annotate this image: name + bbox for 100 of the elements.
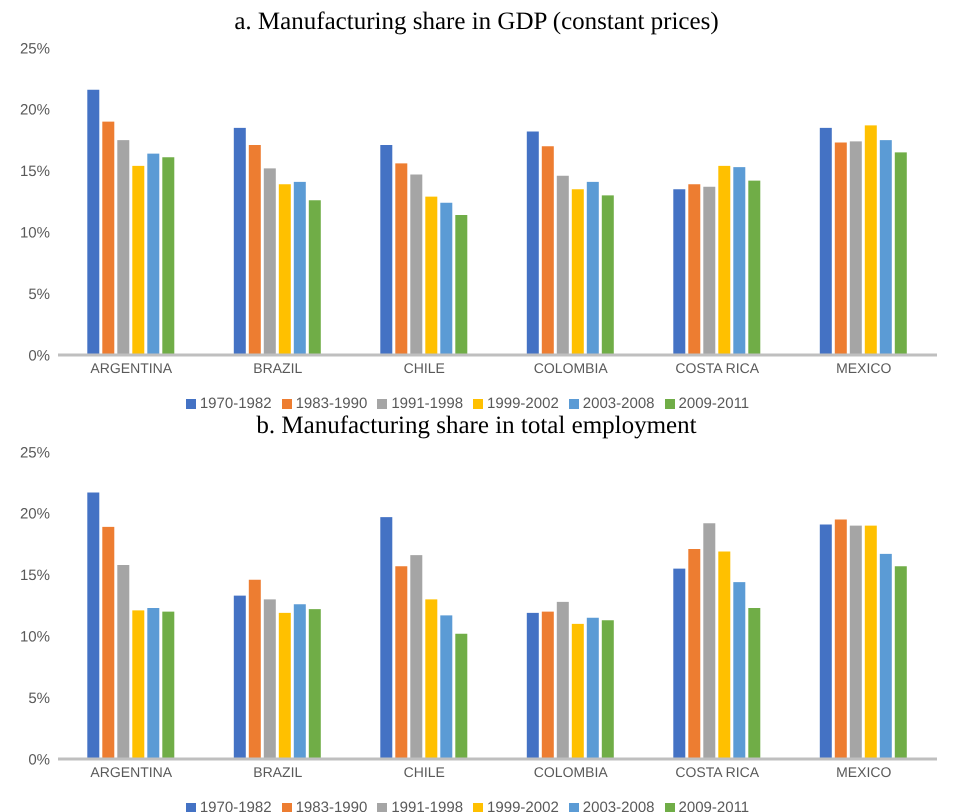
bar	[395, 566, 408, 759]
y-tick-label: 25%	[20, 40, 50, 58]
bar	[162, 612, 174, 759]
y-tick-label: 20%	[20, 102, 50, 119]
bar	[572, 189, 584, 355]
bar	[117, 140, 130, 355]
bar	[820, 524, 832, 759]
bar	[864, 125, 877, 355]
legend-label: 2009-2011	[678, 395, 750, 412]
x-tick-label: CHILE	[404, 360, 445, 376]
x-tick-label: COLOMBIA	[534, 360, 608, 376]
bar	[703, 186, 716, 355]
bar	[294, 182, 306, 355]
bar	[688, 549, 700, 759]
bar	[162, 157, 174, 355]
legend-label: 1991-1998	[391, 395, 464, 412]
x-tick-label: BRAZIL	[253, 764, 302, 780]
bar	[718, 166, 730, 355]
bar	[278, 612, 291, 759]
bar	[455, 634, 468, 759]
y-tick-label: 5%	[28, 286, 50, 303]
bar	[410, 174, 422, 355]
bar	[234, 128, 246, 355]
bar	[542, 612, 554, 759]
bar	[132, 610, 144, 759]
x-tick-label: CHILE	[404, 764, 445, 780]
y-tick-label: 25%	[20, 444, 50, 462]
x-tick-label: COSTA RICA	[675, 764, 760, 780]
bar	[673, 568, 686, 759]
y-tick-label: 0%	[28, 751, 50, 768]
y-tick-label: 5%	[28, 690, 50, 707]
legend-label: 2009-2011	[678, 799, 750, 812]
x-tick-label: MEXICO	[836, 764, 892, 780]
legend-label: 2003-2008	[582, 395, 655, 412]
bar	[87, 492, 100, 759]
bar	[440, 202, 452, 355]
x-tick-label: BRAZIL	[253, 360, 302, 376]
bar	[234, 596, 246, 759]
bar	[748, 608, 760, 759]
bar	[410, 555, 422, 759]
bar	[894, 152, 907, 355]
y-tick-label: 15%	[20, 163, 50, 180]
y-tick-label: 20%	[20, 506, 50, 523]
bar	[380, 145, 392, 355]
bar	[248, 580, 261, 759]
bar	[820, 128, 832, 355]
bar	[425, 599, 438, 759]
bar	[425, 196, 438, 355]
bar	[248, 145, 261, 355]
bar	[440, 615, 452, 759]
bar	[834, 142, 847, 355]
legend-label: 2003-2008	[582, 799, 655, 812]
x-tick-label: COSTA RICA	[675, 360, 760, 376]
bar	[102, 122, 114, 355]
bar	[264, 599, 276, 759]
bar	[380, 517, 392, 759]
bar	[718, 551, 730, 759]
bar	[602, 620, 614, 759]
bar	[455, 215, 468, 355]
bar	[673, 189, 686, 355]
x-tick-label: ARGENTINA	[90, 360, 173, 376]
y-tick-label: 0%	[28, 347, 50, 364]
bar	[102, 526, 114, 759]
bar	[864, 526, 877, 759]
x-tick-label: COLOMBIA	[534, 764, 608, 780]
bar	[733, 582, 746, 759]
legend-label: 1970-1982	[200, 799, 272, 812]
bar	[147, 154, 160, 355]
bar	[117, 564, 130, 759]
bar	[147, 608, 160, 759]
bar	[278, 184, 291, 355]
bar	[733, 167, 746, 355]
y-tick-label: 10%	[20, 224, 50, 242]
bar	[894, 566, 907, 759]
bar	[395, 163, 408, 355]
bar	[308, 200, 321, 355]
bar	[688, 184, 700, 355]
bar	[542, 146, 554, 355]
bar	[87, 90, 100, 355]
bar	[748, 180, 760, 355]
bar	[294, 604, 306, 759]
x-tick-label: MEXICO	[836, 360, 892, 376]
bar	[586, 618, 599, 759]
bar	[850, 141, 862, 355]
bar	[850, 526, 862, 759]
bar	[834, 520, 847, 759]
bar	[264, 168, 276, 355]
legend-label: 1970-1982	[200, 395, 272, 412]
bar	[526, 612, 539, 759]
x-tick-label: ARGENTINA	[90, 764, 173, 780]
bar	[602, 195, 614, 355]
y-tick-label: 15%	[20, 567, 50, 584]
bar	[586, 182, 599, 355]
chart-title: a. Manufacturing share in GDP (constant prices)	[233, 8, 720, 37]
bar	[526, 132, 539, 355]
bar	[572, 624, 584, 759]
chart-title: b. Manufacturing share in total employment	[255, 412, 698, 441]
bar	[556, 602, 569, 759]
legend-label: 1983-1990	[296, 799, 368, 812]
bar	[308, 609, 321, 759]
